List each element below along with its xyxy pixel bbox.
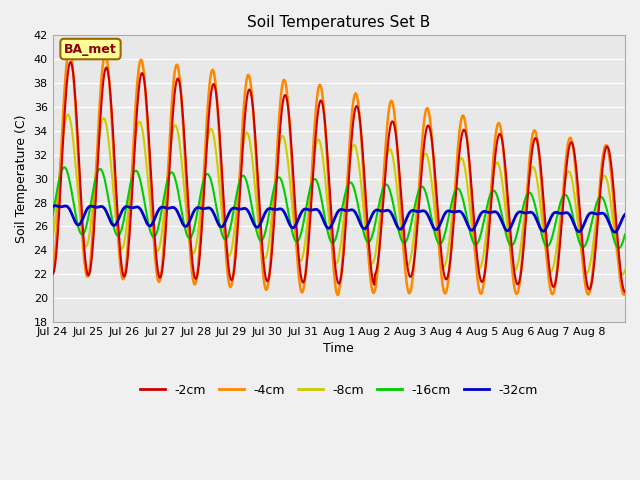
Title: Soil Temperatures Set B: Soil Temperatures Set B xyxy=(247,15,431,30)
Text: BA_met: BA_met xyxy=(64,43,117,56)
Y-axis label: Soil Temperature (C): Soil Temperature (C) xyxy=(15,114,28,243)
Legend: -2cm, -4cm, -8cm, -16cm, -32cm: -2cm, -4cm, -8cm, -16cm, -32cm xyxy=(134,379,543,402)
X-axis label: Time: Time xyxy=(323,342,354,355)
